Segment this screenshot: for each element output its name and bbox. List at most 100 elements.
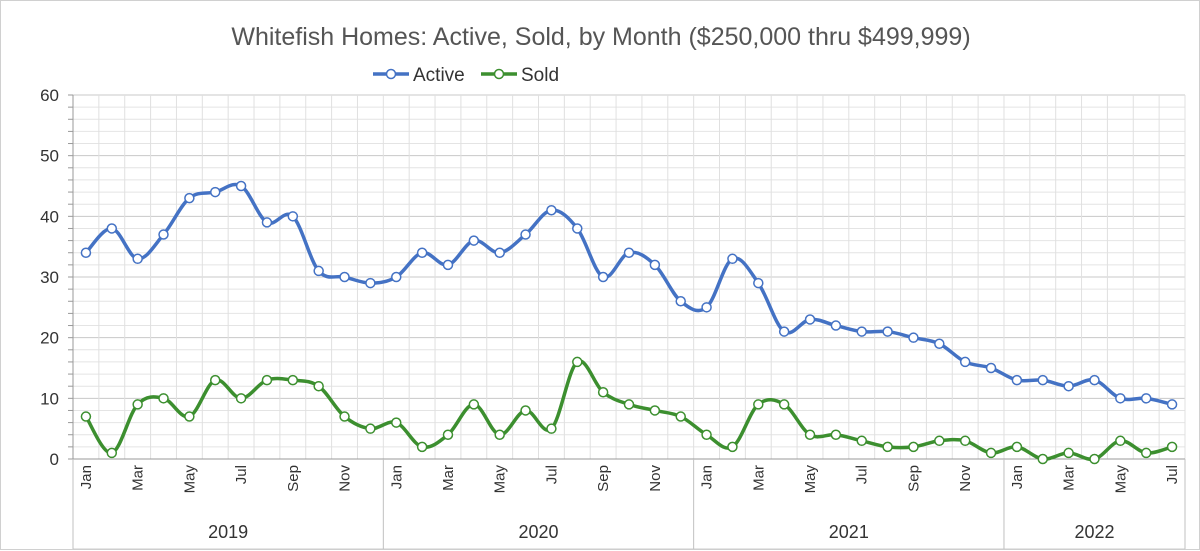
data-point-sold [882,441,893,453]
data-point-active [778,326,790,337]
data-point-active [546,205,557,216]
data-point-active [80,247,92,258]
data-point-sold [675,411,686,422]
data-point-sold [1011,441,1023,453]
data-point-sold [313,380,324,392]
series-line-active [84,182,1174,407]
data-point-active [468,235,480,246]
data-point-active [132,253,143,265]
y-tick-label: 30 [40,268,59,287]
legend-label-sold: Sold [521,65,559,86]
data-point-sold [106,447,118,459]
y-tick-label: 40 [40,207,59,226]
data-point-active [1115,393,1126,404]
data-point-active [675,296,686,307]
data-point-sold [856,435,867,447]
x-tick-label: May [802,465,819,494]
year-label: 2021 [829,522,869,542]
data-point-sold [235,393,247,404]
data-point-active [261,217,273,228]
x-tick-label: May [181,465,198,494]
data-point-sold [494,429,505,440]
data-point-sold [1115,435,1126,447]
x-tick-label: Mar [1061,465,1078,491]
x-tick-label: Sep [285,465,302,492]
year-label: 2019 [208,522,248,542]
data-point-active [1037,374,1049,386]
y-tick-label: 50 [40,147,59,166]
data-point-active [985,362,997,374]
data-point-active [106,223,118,234]
data-point-active [365,277,376,289]
data-point-sold [804,429,816,440]
data-point-sold [572,356,583,368]
data-point-sold [649,405,661,416]
data-point-sold [209,374,221,386]
x-tick-label: Jul [1164,465,1181,484]
data-point-active [158,229,169,240]
data-point-sold [985,447,997,459]
data-point-active [184,192,195,204]
legend: Active Sold [373,65,559,86]
data-point-sold [261,374,273,386]
data-point-active [391,271,402,283]
data-point-active [520,229,531,240]
data-point-sold [80,411,92,422]
y-axis: 0 10 20 30 40 50 60 [40,86,74,469]
data-point-active [934,338,945,349]
x-tick-label: Mar [440,465,457,491]
data-point-active [856,326,867,337]
x-tick-label: Sep [905,465,922,492]
data-point-active [1166,399,1178,410]
data-point-sold [365,423,376,434]
x-tick-label: Jul [233,465,250,484]
data-point-sold [778,399,790,410]
data-point-sold [339,411,350,422]
x-tick-label: Nov [647,465,664,492]
data-point-active [416,247,428,258]
x-tick-label: Jan [699,465,716,489]
data-point-sold [442,429,454,440]
data-point-sold [934,435,945,447]
data-point-sold [1037,453,1049,465]
data-point-sold [520,405,531,416]
x-tick-label: Mar [750,465,767,491]
data-point-sold [1140,447,1152,459]
x-tick-label: May [492,465,509,494]
data-point-active [830,320,842,331]
year-label: 2020 [518,522,558,542]
data-point-sold [184,411,195,422]
y-tick-label: 20 [40,329,59,348]
x-tick-label: Jan [1009,465,1026,489]
data-point-active [442,259,454,271]
data-point-sold [623,399,635,410]
data-point-active [339,271,350,283]
x-tick-label: Jan [388,465,405,489]
data-point-active [727,253,738,265]
x-tick-label: Nov [957,465,974,492]
data-point-active [804,314,816,325]
data-point-active [1089,374,1100,386]
data-point-active [1011,374,1023,386]
x-tick-label: Jul [543,465,560,484]
data-point-active [572,223,583,234]
y-tick-label: 10 [40,389,59,408]
data-point-active [1063,380,1074,392]
data-point-active [494,247,505,258]
x-tick-label: Nov [337,465,354,492]
data-point-sold [132,399,143,410]
x-tick-label: Jan [78,465,95,489]
data-point-sold [908,441,919,453]
series-layer [80,180,1178,465]
year-label: 2022 [1074,522,1114,542]
y-tick-label: 0 [50,450,59,469]
data-point-sold [727,441,738,453]
data-point-sold [1166,441,1178,453]
data-point-active [313,265,324,277]
data-point-sold [830,429,842,440]
data-point-sold [287,374,299,386]
x-tick-label: Mar [130,465,147,491]
data-point-active [882,326,893,337]
x-axis: Jan Mar May Jul Sep Nov 2019 Jan Mar May Jul Sep Nov… [72,458,1186,550]
